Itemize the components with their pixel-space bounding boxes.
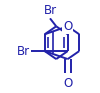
Text: O: O bbox=[63, 20, 72, 33]
Text: Br: Br bbox=[43, 4, 57, 17]
Text: Br: Br bbox=[17, 45, 30, 58]
Text: O: O bbox=[63, 77, 72, 90]
